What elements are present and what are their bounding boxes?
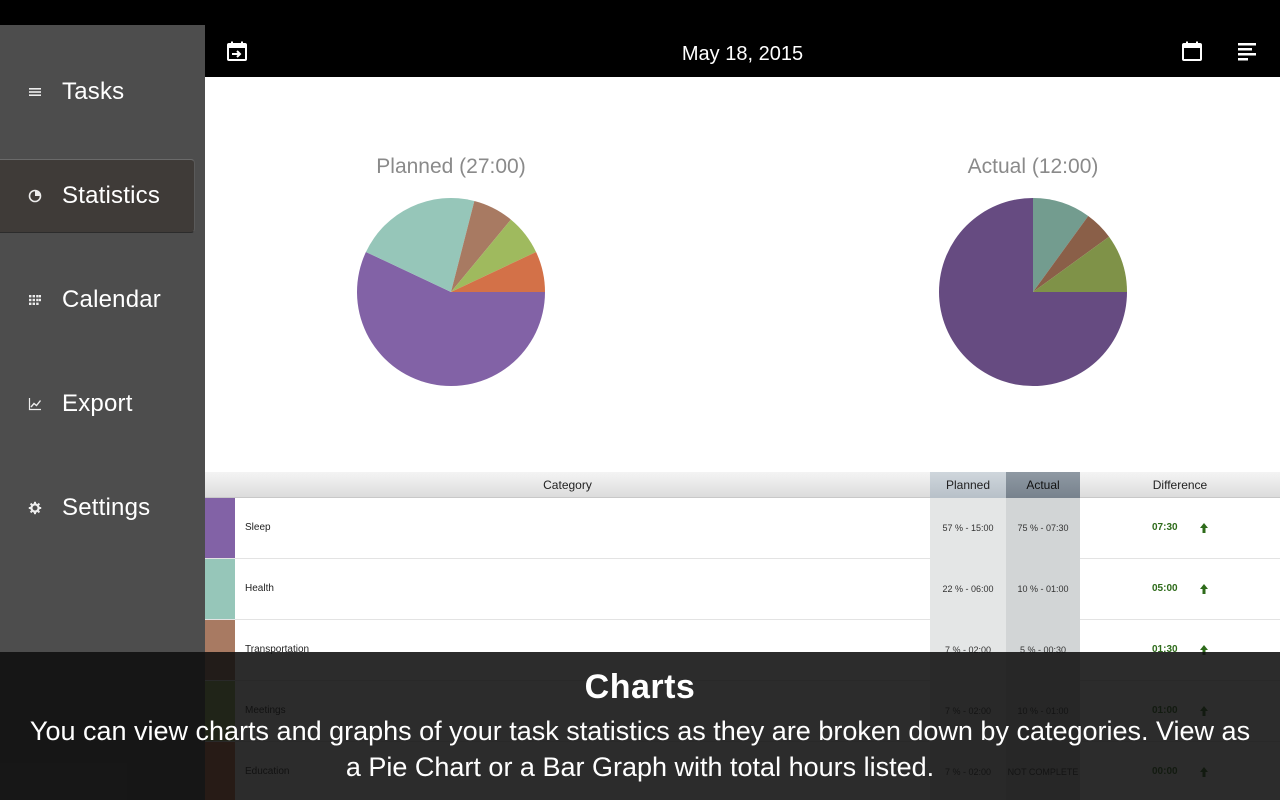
caption-title: Charts [584,668,696,706]
pie-slice-education [451,251,545,292]
actual-cell: 75 % - 07:30 [1006,498,1080,559]
caption-text: You can view charts and graphs of your t… [29,716,1251,782]
pie-slice-meetings [451,219,537,292]
nav-item-export[interactable]: Export [0,367,195,441]
column-header-planned[interactable]: Planned [930,472,1006,498]
table-row[interactable]: Health 22 % - 06:00 10 % - 01:00 05:00 [205,559,1280,620]
difference-cell: 07:30 [1152,522,1178,533]
nav-item-label: Export [62,390,133,417]
bar-list-icon [1236,40,1258,67]
pie-slice-transportation [1033,215,1110,292]
gear-icon [0,501,62,515]
arrow-up-icon [1200,584,1208,594]
stats-table-header: Category Planned Actual Difference [205,472,1280,498]
planned-cell: 57 % - 15:00 [930,498,1006,559]
pie-slice-health [1033,198,1089,292]
category-color-swatch [205,498,235,558]
nav-item-label: Tasks [62,78,125,105]
actual-cell: 10 % - 01:00 [1006,559,1080,620]
app-bar: May 18, 2015 [205,25,1280,77]
arrow-up-icon [1200,523,1208,533]
planned-cell: 22 % - 06:00 [930,559,1006,620]
page-title: May 18, 2015 [681,43,804,65]
feature-caption-overlay: Charts You can view charts and graphs of… [0,652,1280,800]
calendar-icon [1181,40,1203,67]
category-color-swatch [205,559,235,619]
pie-chart-icon [0,189,62,203]
pie-slice-health [365,197,475,292]
calendar-add-icon [226,40,248,67]
table-row[interactable]: Sleep 57 % - 15:00 75 % - 07:30 07:30 [205,498,1280,559]
column-header-difference[interactable]: Difference [1152,478,1208,492]
nav-item-label: Settings [62,494,151,521]
view-toggle-button[interactable] [1235,41,1259,65]
nav-item-label: Statistics [62,182,161,209]
category-name: Transportation [245,644,310,655]
arrow-up-icon [1200,645,1208,655]
list-icon [0,85,62,99]
actual-chart-title: Actual (12:00) [967,155,1099,178]
category-name: Health [245,583,274,594]
calendar-button[interactable] [1180,41,1204,65]
nav-item-statistics[interactable]: Statistics [0,159,195,233]
nav-item-settings[interactable]: Settings [0,471,195,545]
difference-cell: 05:00 [1152,583,1178,594]
grid-icon [0,293,62,307]
nav-item-label: Calendar [62,286,161,313]
planned-chart-title: Planned (27:00) [376,155,526,178]
difference-cell: 01:30 [1152,644,1178,655]
pie-slice-transportation [451,200,511,292]
column-header-actual[interactable]: Actual [1006,472,1080,498]
pie-slice-sleep [357,251,545,386]
actual-pie-chart [939,198,1127,386]
column-header-category[interactable]: Category [543,478,592,492]
planned-pie-chart [357,197,545,386]
nav-item-calendar[interactable]: Calendar [0,263,195,337]
pie-slice-meetings [1033,236,1127,292]
category-name: Sleep [245,522,271,533]
line-chart-icon [0,397,62,411]
calendar-add-button[interactable] [225,41,249,65]
nav-item-tasks[interactable]: Tasks [0,55,195,129]
